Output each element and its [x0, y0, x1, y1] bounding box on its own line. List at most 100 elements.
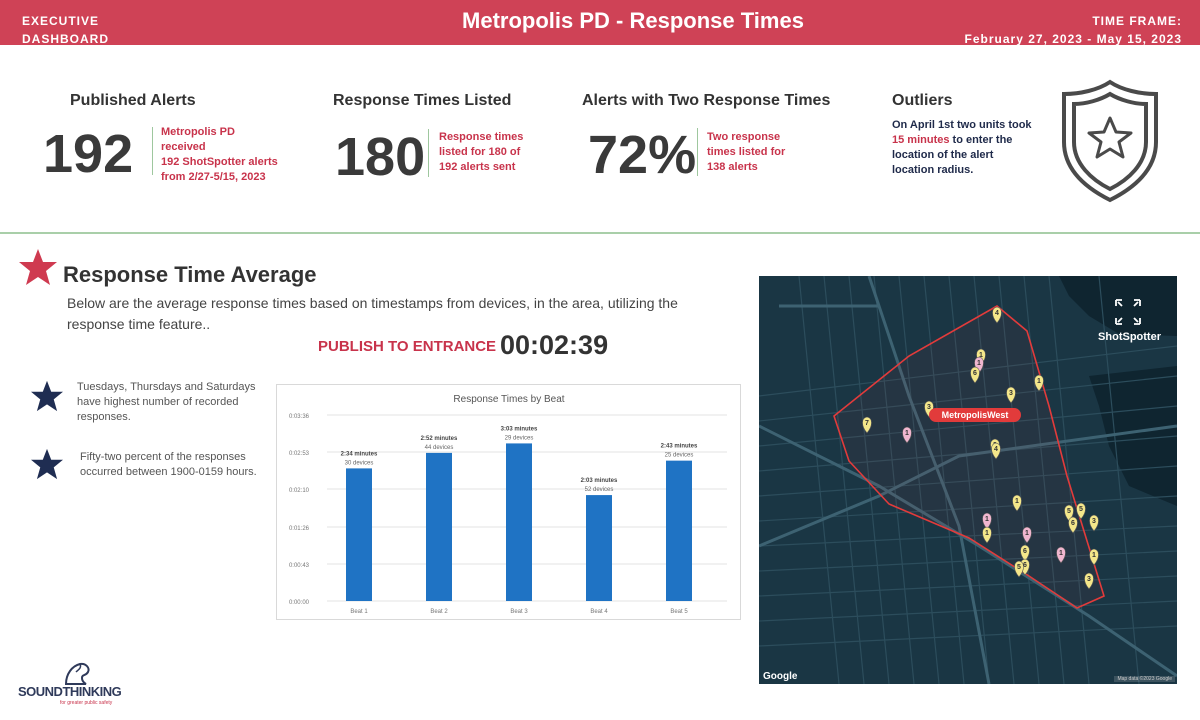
dashboard-label: EXECUTIVE DASHBOARD: [22, 12, 109, 48]
header-bar: EXECUTIVE DASHBOARD Metropolis PD - Resp…: [0, 0, 1200, 48]
alert-marker[interactable]: 1: [982, 512, 992, 530]
bar-devices-label: 25 devices: [665, 453, 694, 459]
alert-marker-count: 6: [1023, 562, 1027, 569]
alert-marker-count: 1: [1025, 530, 1029, 537]
alert-marker[interactable]: 3: [1006, 386, 1016, 404]
y-tick-label: 0:01:26: [289, 526, 310, 532]
response-times-chart: Response Times by Beat 0:00:00 0:00:43 0:0…: [276, 384, 741, 620]
alert-marker-count: 1: [985, 530, 989, 537]
kpi-outliers: Outliers: [892, 92, 952, 110]
alert-marker-count: 1: [1015, 498, 1019, 505]
dashboard-label-line1: EXECUTIVE: [22, 14, 100, 28]
bullet-text: Fifty-two percent of the responses occur…: [80, 451, 257, 478]
map-attribution[interactable]: Map data ©2023 Google: [1114, 676, 1175, 682]
lion-logo-icon: [64, 662, 90, 685]
alert-marker[interactable]: 4: [992, 306, 1002, 324]
kpi-note-line: 138 alerts: [707, 161, 758, 173]
alert-marker[interactable]: 3: [1084, 572, 1094, 590]
alert-marker-count: 6: [1023, 548, 1027, 555]
alert-marker-count: 7: [865, 420, 869, 427]
star-icon: [18, 248, 58, 291]
chart-svg: Response Times by Beat 0:00:00 0:00:43 0:0…: [289, 394, 727, 615]
x-tick-label: Beat 1: [350, 609, 368, 615]
alert-marker[interactable]: 1: [982, 526, 992, 544]
y-tick-label: 0:02:10: [289, 488, 310, 494]
section-divider: [0, 232, 1200, 234]
alert-marker[interactable]: 3: [1089, 514, 1099, 532]
alert-marker[interactable]: 5: [1014, 560, 1024, 578]
alert-marker[interactable]: 1: [1012, 494, 1022, 512]
kpi-published-alerts: Published Alerts: [70, 92, 196, 110]
alert-marker[interactable]: 1: [1022, 526, 1032, 544]
publish-label: PUBLISH TO ENTRANCE: [318, 338, 497, 355]
alert-marker[interactable]: 5: [1076, 502, 1086, 520]
y-tick-label: 0:00:00: [289, 600, 310, 606]
kpi-note-line: from 2/27-5/15, 2023: [161, 171, 266, 183]
alert-map[interactable]: 4116313713411556311665113 MetropolisWest…: [759, 276, 1177, 684]
map-canvas[interactable]: 4116313713411556311665113: [759, 276, 1177, 684]
alert-marker[interactable]: 5: [1064, 504, 1074, 522]
alert-marker-count: 5: [1067, 508, 1071, 515]
chart-bar: [506, 443, 532, 601]
kpi-note-line: Response times: [439, 131, 524, 143]
time-frame-value: February 27, 2023 - May 15, 2023: [964, 32, 1182, 46]
shield-star-icon: [1058, 78, 1162, 209]
chart-bar: [346, 468, 372, 601]
alert-marker[interactable]: 6: [970, 366, 980, 384]
alert-marker-count: 5: [1017, 564, 1021, 571]
alert-marker-count: 5: [1079, 506, 1083, 513]
alert-marker-count: 3: [927, 404, 931, 411]
alert-marker-count: 3: [1009, 390, 1013, 397]
alert-marker[interactable]: 1: [902, 426, 912, 444]
alert-marker[interactable]: 6: [1020, 544, 1030, 562]
kpi-note-line: times listed for: [707, 146, 786, 158]
logo-tagline: for greater public safety: [60, 700, 113, 706]
alert-marker-count: 1: [905, 430, 909, 437]
kpi-response-times-listed: Response Times Listed: [333, 92, 511, 110]
alert-marker-count: 6: [973, 370, 977, 377]
page-title: Metropolis PD - Response Times: [462, 8, 804, 33]
kpi-note: Response times listed for 180 of 192 ale…: [439, 130, 559, 175]
kpi-value: 72%: [588, 125, 697, 185]
bar-value-label: 2:03 minutes: [581, 478, 618, 484]
outlier-text-a: On April 1st two units took: [892, 119, 1032, 131]
bar-value-label: 3:03 minutes: [501, 426, 538, 432]
alert-marker-count: 1: [1092, 552, 1096, 559]
chart-title: Response Times by Beat: [453, 394, 564, 405]
alert-marker-count: 1: [979, 352, 983, 359]
alert-marker[interactable]: 1: [1056, 546, 1066, 564]
kpi-title: Response Times Listed: [333, 92, 512, 109]
bullet-text: Tuesdays, Thursdays and Saturdays have h…: [77, 381, 256, 423]
bar-value-label: 2:52 minutes: [421, 436, 458, 442]
shotspotter-logo-icon: [1115, 299, 1141, 325]
alert-marker[interactable]: 1: [1089, 548, 1099, 566]
kpi-value: 192: [43, 124, 134, 184]
kpi-value: 180: [335, 127, 426, 187]
kpi-note-line: Two response: [707, 131, 781, 143]
y-tick-label: 0:00:43: [289, 563, 310, 569]
outlier-text-b: to enter the location of the alert locat…: [892, 134, 1013, 176]
bar-devices-label: 52 devices: [585, 487, 614, 493]
alert-marker[interactable]: 7: [862, 416, 872, 434]
chart-bar: [426, 452, 452, 601]
kpi-title: Outliers: [892, 92, 953, 109]
time-frame: TIME FRAME: February 27, 2023 - May 15, …: [965, 12, 1182, 48]
bar-value-label: 2:34 minutes: [341, 451, 378, 457]
kpi-two-response-times: Alerts with Two Response Times: [582, 92, 830, 110]
alert-marker[interactable]: 6: [1068, 516, 1078, 534]
kpi-divider: [152, 127, 153, 175]
section-title: Response Time Average: [63, 262, 317, 287]
alert-marker-count: 4: [995, 310, 999, 317]
bar-value-label: 2:43 minutes: [661, 444, 698, 450]
chart-bar: [586, 495, 612, 601]
kpi-title: Alerts with Two Response Times: [582, 92, 831, 109]
bar-devices-label: 30 devices: [345, 460, 374, 466]
alert-marker[interactable]: 4: [991, 442, 1001, 460]
x-tick-label: Beat 5: [670, 609, 688, 615]
alert-marker-count: 1: [985, 516, 989, 523]
star-icon: [31, 380, 63, 412]
kpi-divider: [697, 128, 698, 176]
alert-marker[interactable]: 1: [1034, 374, 1044, 392]
kpi-note: Two response times listed for 138 alerts: [707, 130, 827, 175]
kpi-title: Published Alerts: [70, 92, 196, 109]
